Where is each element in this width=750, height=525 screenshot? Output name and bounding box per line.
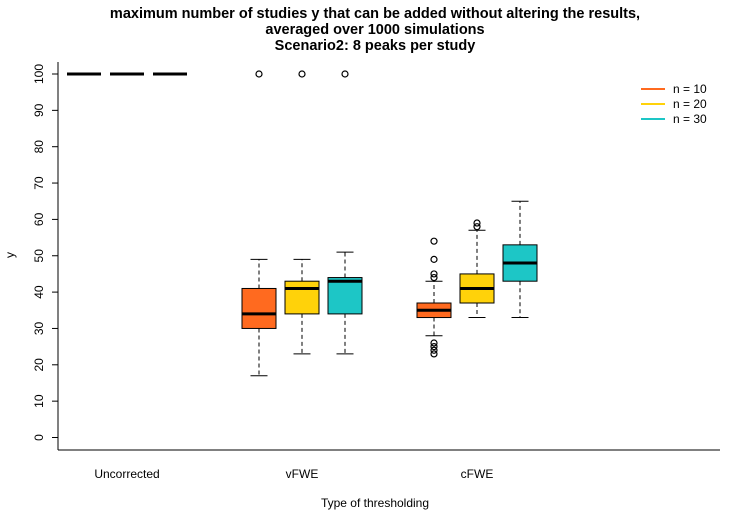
y-tick-label: 30 <box>32 321 46 335</box>
y-tick-label: 50 <box>32 249 46 263</box>
outlier-point <box>430 255 438 263</box>
outlier-point <box>430 273 438 282</box>
y-tick-label: 80 <box>32 140 46 154</box>
outlier-point <box>430 270 438 278</box>
legend-label: n = 10 <box>673 82 707 96</box>
y-tick-label: 90 <box>32 103 46 117</box>
chart-title-line-1: maximum number of studies y that can be … <box>109 6 641 22</box>
chart-title-line-3: Scenario2: 8 peaks per study <box>274 38 476 54</box>
axes: 0 10 20 30 40 50 60 70 80 90 100 Uncorrected vFWE cFW… <box>32 62 720 481</box>
box <box>241 287 277 329</box>
box <box>284 280 320 315</box>
y-tick-label: 10 <box>32 394 46 408</box>
y-tick-label: 40 <box>32 285 46 299</box>
y-tick-label: 60 <box>32 212 46 226</box>
x-tick-label: Uncorrected <box>94 467 159 481</box>
x-axis-label: Type of thresholding <box>321 496 429 510</box>
x-tick-label: vFWE <box>286 467 319 481</box>
outlier-point <box>430 237 438 245</box>
legend-label: n = 20 <box>673 97 707 111</box>
outlier-point <box>430 346 438 354</box>
outlier-point <box>430 343 438 351</box>
outlier-point <box>430 339 438 347</box>
outlier-point <box>430 350 438 358</box>
y-tick-label: 70 <box>32 176 46 190</box>
outlier-point <box>298 70 306 78</box>
y-axis-label: y <box>3 252 17 258</box>
boxplots <box>67 70 538 377</box>
outlier-point <box>473 223 481 231</box>
chart-title-line-2: averaged over 1000 simulations <box>265 22 485 38</box>
legend: n = 10n = 20n = 30 <box>641 82 707 126</box>
outlier-point <box>341 70 349 78</box>
y-tick-label: 20 <box>32 358 46 372</box>
box <box>327 277 363 315</box>
outlier-point <box>255 70 263 78</box>
x-tick-label: cFWE <box>461 467 494 481</box>
outlier-point <box>473 219 481 227</box>
y-tick-label: 100 <box>32 64 46 84</box>
legend-label: n = 30 <box>673 112 707 126</box>
y-tick-label: 0 <box>32 434 46 441</box>
